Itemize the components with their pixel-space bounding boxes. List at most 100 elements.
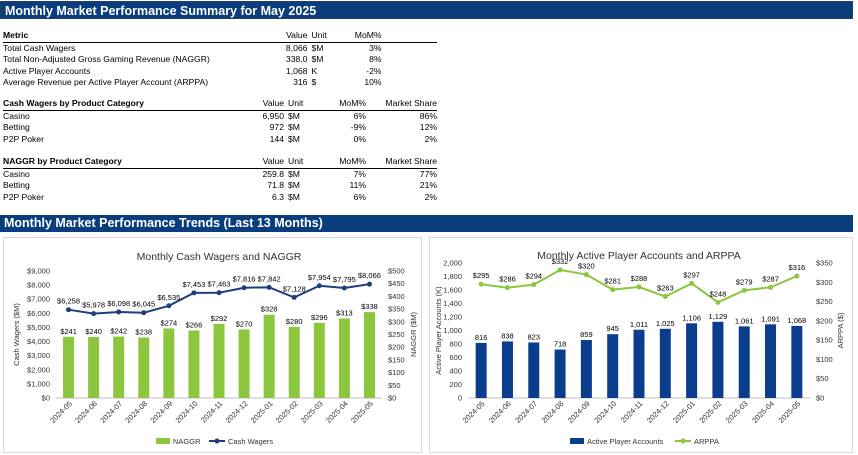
y2-tick-label: $200 xyxy=(388,343,405,352)
wagers-cell: 2% xyxy=(424,133,437,144)
wagers-cell: -9% xyxy=(350,122,366,132)
naggr-cell: 77% xyxy=(419,168,437,179)
legend-swatch-bar xyxy=(570,438,584,444)
legend-swatch-marker xyxy=(680,438,686,444)
overview-table: Metric Value Unit MoM% Total Cash Wagers 8,06… xyxy=(3,30,437,89)
y2-tick-label: $250 xyxy=(388,330,405,339)
naggr-header-cell: MoM% xyxy=(326,156,366,169)
bar-active-player-accounts xyxy=(475,342,487,398)
bar-naggr xyxy=(213,323,225,398)
overview-cell: $ xyxy=(311,77,317,87)
line-point xyxy=(610,287,616,293)
wagers-naggr-chart-svg: Monthly Cash Wagers and NAGGR $0 $1,000 $2,… xyxy=(12,251,418,446)
wagers-header-cell: Market Share xyxy=(366,98,437,111)
y-tick-label: $3,000 xyxy=(27,351,50,360)
bar-data-label: $280 xyxy=(286,317,303,326)
bar-naggr xyxy=(288,326,300,398)
bar-active-player-accounts xyxy=(607,334,619,398)
bar-data-label: 1,106 xyxy=(682,313,701,322)
table-row: Active Player Accounts 1,068 K -2% xyxy=(3,66,437,78)
legend-label: Cash Wagers xyxy=(228,437,273,446)
bar-data-label: 718 xyxy=(554,340,567,349)
line-point xyxy=(291,294,297,300)
y2-tick-label: $100 xyxy=(816,355,833,364)
wagers-cell: $M xyxy=(288,122,300,132)
table-row: Total Non-Adjusted Gross Gaming Revenue … xyxy=(3,54,437,66)
line-point xyxy=(216,290,222,296)
y-tick-label: $7,000 xyxy=(27,295,50,304)
bar-data-label: 945 xyxy=(606,324,619,333)
bar-active-player-accounts xyxy=(659,328,671,398)
legend-swatch-marker xyxy=(214,438,220,444)
y-tick-label: 1,000 xyxy=(443,326,462,335)
y-tick-label: 600 xyxy=(449,353,462,362)
overview-spacer xyxy=(382,54,437,66)
legend-swatch-bar xyxy=(156,438,170,444)
line-data-label: $7,463 xyxy=(208,280,231,289)
line-data-label: $6,258 xyxy=(57,297,80,306)
y2-axis-label: NAGGR ($M) xyxy=(409,311,418,357)
bar-active-player-accounts xyxy=(633,329,645,398)
line-data-label: $320 xyxy=(578,262,595,271)
y2-tick-label: $50 xyxy=(388,381,401,390)
line-point xyxy=(557,267,563,273)
naggr-cell: 71.8 xyxy=(267,180,284,190)
line-point xyxy=(531,282,537,288)
line-point xyxy=(504,285,510,291)
naggr-by-category-table: NAGGR by Product Category Value Unit MoM% Ma… xyxy=(3,156,437,203)
wagers-cell: $M xyxy=(288,110,300,121)
bar-naggr xyxy=(313,322,325,398)
bar-active-player-accounts xyxy=(765,324,777,398)
line-data-label: $7,795 xyxy=(333,275,356,284)
y2-tick-label: $0 xyxy=(816,394,824,403)
bar-data-label: 1,025 xyxy=(656,319,675,328)
wagers-cell: 6% xyxy=(353,110,366,121)
overview-header-cell: MoM% xyxy=(344,30,382,43)
overview-header-spacer xyxy=(381,30,437,43)
y2-tick-label: $50 xyxy=(816,374,829,383)
x-tick-label: 2025-05 xyxy=(776,399,802,425)
naggr-header-cell: Market Share xyxy=(366,156,437,169)
summary-banner: Monthly Market Performance Summary for M… xyxy=(0,1,853,19)
line-point xyxy=(689,280,695,286)
bar-active-player-accounts xyxy=(791,325,803,398)
line-point xyxy=(366,281,372,287)
naggr-cell: 21% xyxy=(419,180,437,190)
wagers-cell: 86% xyxy=(419,110,437,121)
x-tick-label: 2024-07 xyxy=(513,399,539,425)
y-tick-label: $9,000 xyxy=(27,267,50,276)
bar-naggr xyxy=(338,318,350,398)
x-tick-label: 2025-02 xyxy=(274,399,300,425)
y-tick-label: 800 xyxy=(449,340,462,349)
line-point xyxy=(662,294,668,300)
bar-data-label: 823 xyxy=(528,332,541,341)
naggr-cell: 6% xyxy=(353,191,366,202)
overview-cell: 3% xyxy=(369,42,382,53)
wagers-header-cell: Unit xyxy=(288,98,326,111)
y2-tick-label: $150 xyxy=(388,355,405,364)
naggr-cell: Betting xyxy=(3,180,30,190)
line-data-label: $6,098 xyxy=(107,299,130,308)
players-arppa-chart: Monthly Active Player Accounts and ARPPA… xyxy=(429,237,853,453)
naggr-cell: Casino xyxy=(3,168,30,179)
naggr-cell: $M xyxy=(288,180,300,190)
bar-data-label: $242 xyxy=(110,327,127,336)
naggr-cell: 7% xyxy=(353,168,366,179)
naggr-cell: 6.3 xyxy=(272,191,284,202)
y2-tick-label: $250 xyxy=(816,297,833,306)
x-tick-label: 2024-10 xyxy=(174,399,200,425)
line-data-label: $5,978 xyxy=(82,301,105,310)
wagers-cell: 0% xyxy=(353,133,366,144)
y2-tick-label: $300 xyxy=(816,278,833,287)
y2-tick-label: $150 xyxy=(816,336,833,345)
bar-data-label: $296 xyxy=(311,313,328,322)
y-tick-label: $6,000 xyxy=(27,309,50,318)
bar-active-player-accounts xyxy=(712,321,724,398)
x-tick-label: 2024-08 xyxy=(540,399,566,425)
overview-spacer xyxy=(382,42,437,54)
bar-naggr xyxy=(188,330,200,398)
bar-data-label: 1,068 xyxy=(787,316,806,325)
x-tick-label: 2024-12 xyxy=(645,399,671,425)
overview-cell: 338.0 xyxy=(285,54,308,64)
x-tick-label: 2024-11 xyxy=(199,399,224,424)
